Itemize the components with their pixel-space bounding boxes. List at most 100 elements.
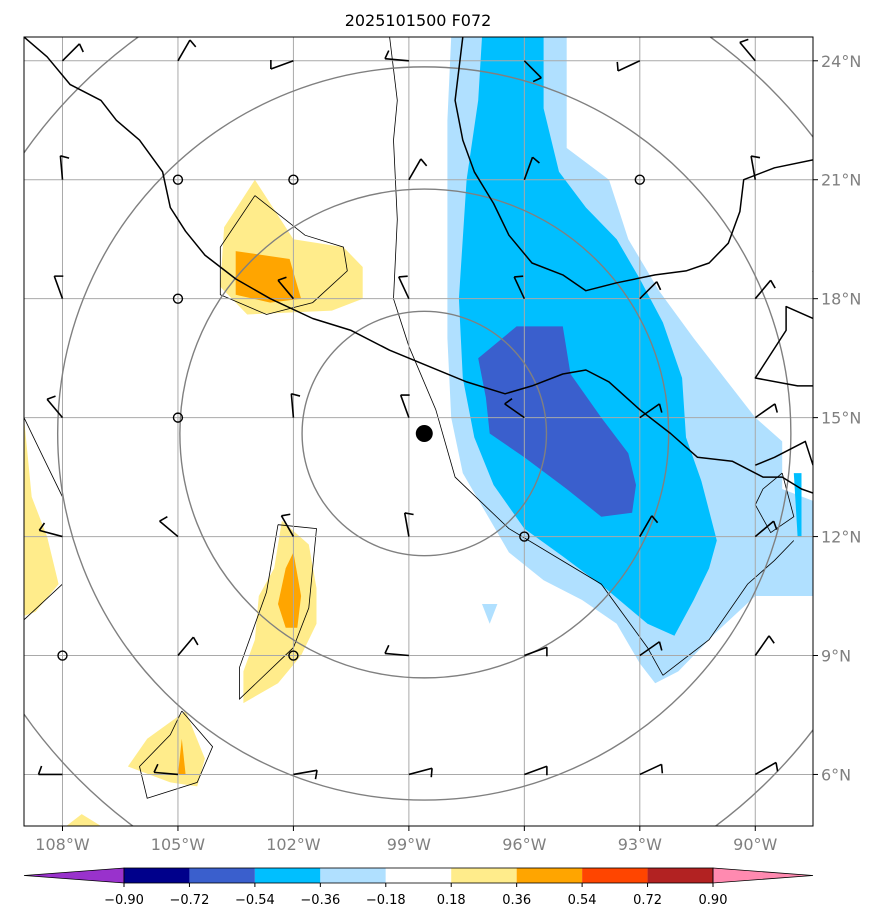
wind-barb-staff	[280, 515, 295, 537]
colorbar-label: −0.36	[300, 893, 340, 908]
wind-barb	[754, 279, 776, 300]
range-ring	[56, 66, 792, 801]
wind-barb-staff	[754, 403, 776, 419]
contour-region-pos-sw-outer	[127, 711, 205, 787]
wind-barb	[384, 50, 409, 62]
wind-barb-staff	[408, 767, 433, 776]
wind-barb	[153, 763, 179, 776]
wind-barb-staff	[639, 515, 653, 537]
range-ring	[179, 188, 670, 679]
wind-barb	[159, 515, 179, 538]
wind-barb-staff	[403, 512, 410, 537]
wind-calm-circle	[172, 293, 184, 304]
contour-region-pos-mid-inner	[278, 552, 302, 628]
wind-barb-staff	[524, 646, 548, 657]
wind-barb-staff	[754, 520, 775, 538]
wind-barb	[177, 636, 199, 657]
wind-barb	[398, 275, 410, 300]
wind-calm-circle	[288, 650, 299, 661]
wind-barb-staff	[293, 769, 318, 776]
wind-barb-flag	[514, 275, 524, 278]
wind-barb-staff	[523, 156, 534, 181]
colorbar-label: 0.36	[502, 893, 531, 908]
contour-region-neg-mid	[458, 37, 717, 636]
wind-barb	[513, 275, 526, 300]
wind-barb	[754, 520, 778, 538]
wind-barb	[53, 275, 64, 299]
wind-barb-staff	[399, 394, 410, 418]
wind-barb-staff	[270, 60, 294, 70]
wind-calm-circle	[634, 174, 646, 185]
colorbar-segment	[451, 868, 517, 883]
contour-region-neg-east	[793, 473, 802, 537]
lat-tick-label: 12°N	[821, 528, 861, 547]
colorbar-extend-low	[23, 867, 125, 884]
wind-barb	[384, 644, 409, 657]
wind-barb-flag	[430, 768, 433, 778]
wind-barb-flag	[277, 276, 287, 282]
wind-barb-staff	[177, 636, 194, 657]
contour-fill-layer	[24, 37, 813, 826]
range-ring	[301, 310, 548, 557]
colorbar-segment	[320, 868, 386, 883]
outline-east-return	[662, 540, 795, 676]
outline-nicaragua	[754, 472, 795, 534]
contour-region-pos-west	[24, 417, 59, 616]
wind-calm-circle	[172, 412, 184, 423]
wind-barb-flag	[656, 281, 662, 291]
wind-barb-staff	[754, 635, 770, 656]
wind-barb	[59, 155, 70, 180]
lon-tick-label: 90°W	[733, 835, 777, 854]
wind-barb-staff	[639, 641, 660, 657]
colorbar-segment	[516, 868, 583, 883]
colorbar-segment	[124, 868, 190, 883]
contour-region-neg-inner	[478, 326, 636, 517]
wind-barb	[639, 641, 663, 657]
coastline-yucatan-east	[754, 270, 813, 387]
wind-barb	[523, 156, 540, 181]
wind-barb-layer	[37, 38, 779, 780]
wind-barb	[639, 281, 662, 300]
coastline-mexico-gulf	[454, 37, 813, 292]
wind-barb-flag	[46, 395, 56, 400]
coastline-mexico-pacific	[24, 37, 813, 494]
wind-barb-flag	[60, 155, 70, 159]
wind-barb	[754, 403, 779, 419]
wind-barb	[408, 767, 433, 778]
wind-barb-flag	[37, 765, 43, 775]
outline-nw-basin	[219, 195, 348, 315]
wind-barb-staff	[398, 276, 410, 300]
wind-barb-staff	[159, 520, 179, 538]
colorbar-label: −0.90	[104, 893, 144, 908]
wind-barb-flag	[291, 392, 301, 397]
wind-barb	[639, 515, 659, 537]
axis-tick-labels: 108°W 105°W 102°W 99°W 96°W 93°W 90°W 6°N 9°N 12°…	[35, 52, 861, 854]
wind-barb-flag	[739, 38, 749, 44]
wind-barb-staff	[61, 43, 81, 62]
lon-tick-label: 96°W	[502, 835, 546, 854]
lon-tick-label: 108°W	[35, 835, 90, 854]
wind-barb-staff	[750, 155, 757, 180]
wind-barb	[754, 761, 779, 776]
wind-barb-staff	[153, 771, 179, 776]
wind-barb-staff	[513, 276, 526, 300]
wind-barb-flag	[772, 520, 778, 530]
plot-frame	[23, 36, 814, 827]
gridline-layer	[24, 37, 813, 826]
wind-barb-staff	[524, 765, 548, 776]
wind-barb	[739, 38, 756, 62]
wind-barb-flag	[384, 644, 390, 654]
colorbar-label: 0.54	[568, 893, 597, 908]
wind-barb-flag	[38, 522, 46, 531]
wind-barb	[290, 392, 301, 418]
wind-barb-staff	[39, 529, 63, 538]
wind-barb-flag	[78, 43, 84, 53]
wind-barb-staff	[53, 275, 64, 299]
outline-east-offshore	[389, 37, 664, 676]
wind-barb-flag	[660, 764, 664, 774]
wind-barb	[46, 395, 64, 419]
wind-barb	[750, 155, 761, 180]
wind-calm-circle	[57, 650, 68, 661]
colorbar-label: −0.72	[170, 893, 210, 908]
wind-barb-staff	[754, 761, 777, 776]
